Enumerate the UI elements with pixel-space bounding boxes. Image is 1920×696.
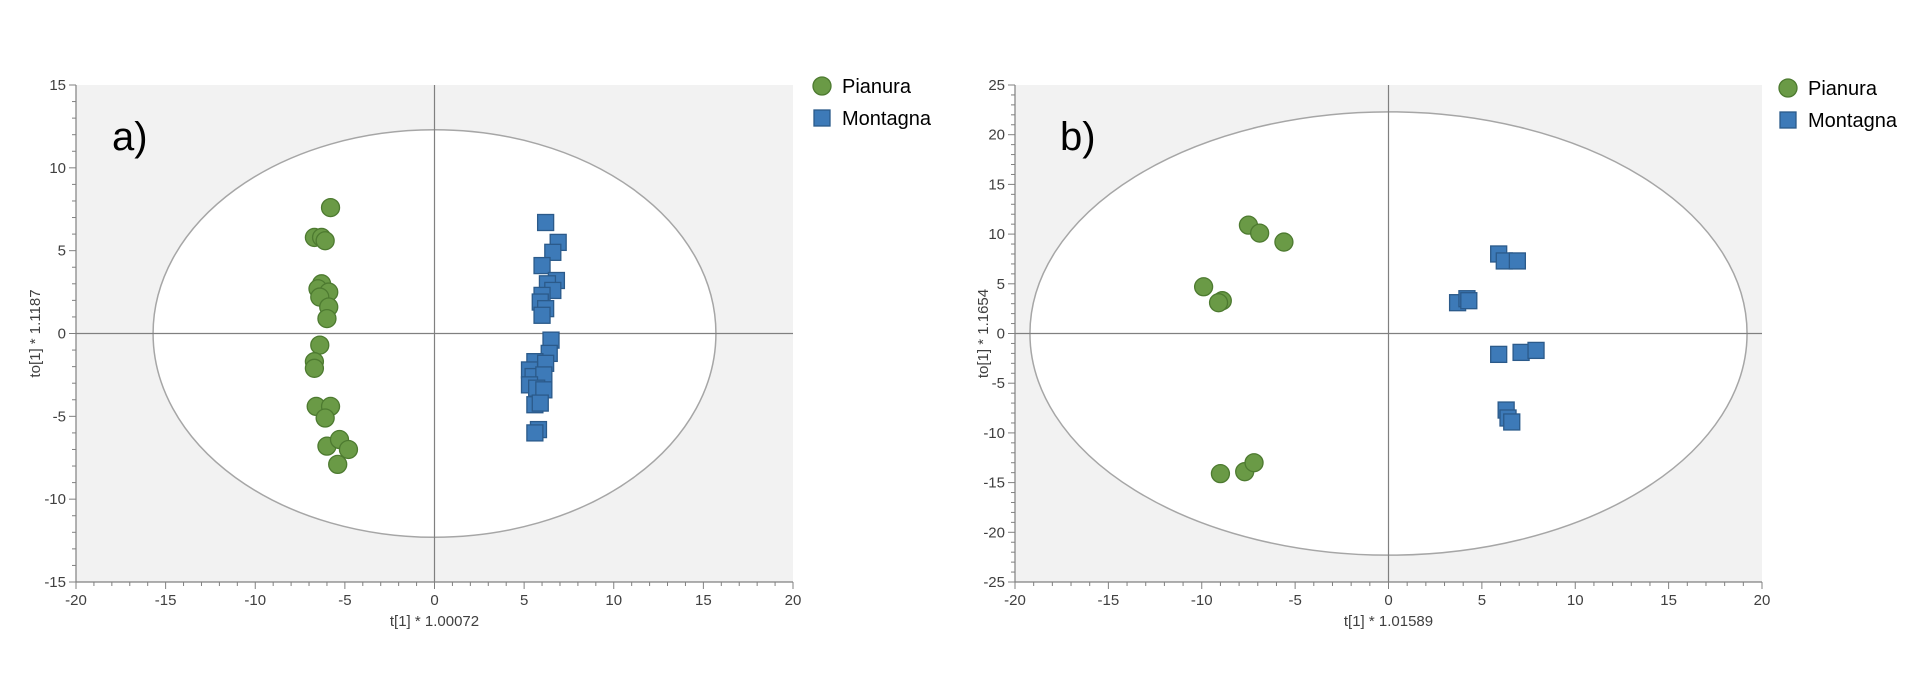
chart-panel-b: -20 -15 -10 -5 0 5 10 15 20-25-20-15-10-50510152… [975, 77, 1898, 630]
y-tick-label: 15 [988, 176, 1005, 193]
series-montagna [520, 213, 567, 442]
y-tick-label: 5 [997, 276, 1005, 293]
x-tick-label: -5 [1288, 592, 1301, 609]
data-point-circle [317, 308, 337, 329]
data-point-square [1527, 341, 1545, 360]
y-tick-label: 20 [988, 127, 1005, 144]
y-axis-title: to[1] * 1.1187 [27, 289, 44, 377]
x-tick-label: -10 [244, 592, 266, 609]
y-axis-title: to[1] * 1.1654 [975, 289, 992, 378]
x-tick-label: -20 [65, 592, 87, 609]
x-tick-label: 20 [1754, 592, 1771, 609]
data-point-square [1490, 345, 1508, 364]
x-tick-label: 20 [785, 592, 802, 609]
x-tick-label: 0 [430, 592, 438, 609]
y-tick-label: 5 [58, 243, 66, 260]
x-tick-label: -5 [338, 592, 351, 609]
x-axis-title: t[1] * 1.01589 [1344, 613, 1433, 630]
data-point-square [1512, 343, 1530, 362]
data-point-circle [310, 335, 330, 355]
y-tick-label: -15 [983, 475, 1005, 492]
x-tick-label: 10 [1567, 592, 1584, 609]
y-tick-label: 0 [58, 326, 66, 343]
legend-label: Montagna [1808, 110, 1898, 132]
x-tick-label: 15 [1660, 592, 1677, 609]
data-point-circle [338, 439, 359, 460]
y-tick-label: -5 [53, 408, 66, 425]
data-point-square [1508, 252, 1527, 270]
data-point-circle [315, 231, 335, 251]
y-tick-label: 10 [49, 160, 66, 177]
data-point-circle [315, 408, 335, 428]
data-point-circle [304, 358, 325, 378]
data-point-circle [1210, 464, 1231, 484]
data-point-square [536, 213, 555, 232]
x-tick-label: 15 [695, 592, 712, 609]
x-tick-label: 5 [520, 592, 528, 609]
y-tick-label: 0 [997, 326, 1005, 343]
x-tick-label: 0 [1384, 592, 1392, 609]
legend: Pianura Montagna [812, 76, 932, 130]
data-point-circle [328, 454, 348, 475]
x-tick-label: -10 [1191, 592, 1213, 609]
data-point-circle [1193, 277, 1214, 297]
y-tick-label: 25 [988, 77, 1005, 94]
legend-marker-square [1779, 111, 1797, 129]
panel-label: a) [112, 115, 148, 159]
x-tick-label: -20 [1004, 592, 1026, 609]
series-montagna [1448, 245, 1545, 431]
legend: Pianura Montagna [1778, 78, 1898, 132]
legend-marker-circle [1778, 78, 1798, 98]
y-tick-label: -20 [983, 524, 1005, 541]
data-point-square [526, 424, 544, 442]
y-tick-label: -25 [983, 574, 1005, 591]
legend-label: Pianura [842, 76, 912, 98]
data-point-circle [1208, 293, 1229, 313]
data-point-square [533, 306, 551, 324]
y-tick-label: -10 [44, 491, 66, 508]
series-pianura [304, 197, 359, 475]
data-point-square [533, 256, 551, 275]
panel-label: b) [1060, 115, 1096, 159]
x-tick-label: -15 [155, 592, 177, 609]
legend-label: Pianura [1808, 78, 1878, 100]
legend-marker-circle [812, 76, 832, 96]
y-tick-label: -5 [992, 375, 1005, 392]
x-axis-title: t[1] * 1.00072 [390, 613, 479, 630]
data-point-square [1503, 413, 1521, 431]
y-tick-label: 15 [49, 77, 66, 94]
data-point-square [544, 243, 562, 261]
data-point-square [531, 394, 549, 412]
y-tick-label: -15 [44, 574, 66, 591]
data-point-circle [320, 197, 341, 218]
data-point-circle [1244, 453, 1264, 473]
x-tick-label: -15 [1098, 592, 1120, 609]
data-point-circle [1249, 223, 1270, 243]
data-point-square [1460, 292, 1478, 310]
y-tick-label: 10 [988, 226, 1005, 243]
data-point-circle [1274, 232, 1294, 252]
x-tick-label: 5 [1478, 592, 1486, 609]
y-tick-label: -10 [983, 425, 1005, 442]
legend-marker-square [813, 109, 831, 127]
x-tick-label: 10 [605, 592, 622, 609]
series-pianura [1193, 215, 1294, 484]
legend-label: Montagna [842, 108, 932, 130]
